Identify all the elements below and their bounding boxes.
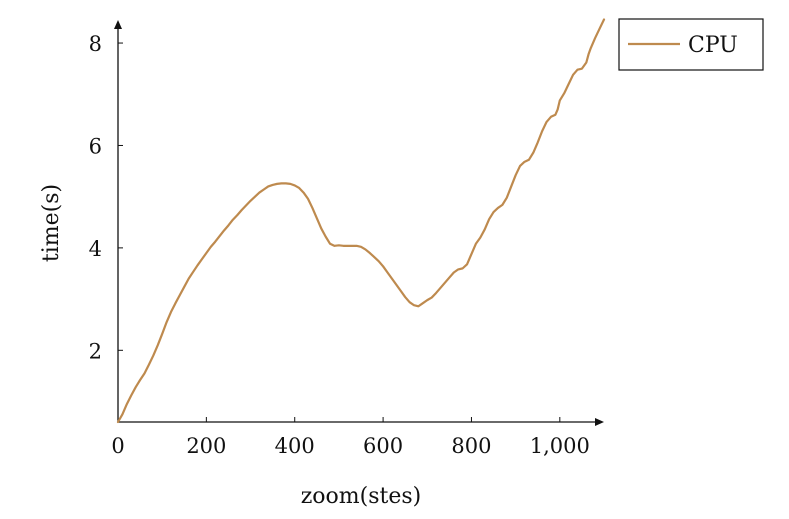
series-lines bbox=[116, 18, 606, 424]
y-tick-label: 8 bbox=[89, 32, 102, 56]
x-tick-label: 400 bbox=[275, 434, 315, 458]
legend: CPU bbox=[618, 18, 764, 71]
legend-box bbox=[618, 18, 764, 71]
y-tick-label: 2 bbox=[89, 339, 102, 363]
x-axis-arrow bbox=[595, 418, 604, 426]
y-axis-arrow bbox=[114, 20, 122, 29]
axis-ticks: 0 200 400 600 800 1,000 2 4 6 8 bbox=[89, 32, 590, 458]
x-axis-title: zoom(stes) bbox=[301, 484, 422, 509]
legend-label-cpu: CPU bbox=[688, 33, 738, 58]
series-line-cpu bbox=[116, 18, 606, 424]
axes bbox=[114, 20, 604, 426]
x-tick-label: 1,000 bbox=[530, 434, 590, 458]
x-tick-label: 200 bbox=[186, 434, 226, 458]
x-tick-label: 600 bbox=[363, 434, 403, 458]
y-axis-title: time(s) bbox=[39, 184, 64, 262]
y-tick-label: 6 bbox=[89, 134, 102, 158]
x-tick-label: 800 bbox=[451, 434, 491, 458]
x-tick-label: 0 bbox=[111, 434, 124, 458]
y-tick-label: 4 bbox=[89, 237, 102, 261]
